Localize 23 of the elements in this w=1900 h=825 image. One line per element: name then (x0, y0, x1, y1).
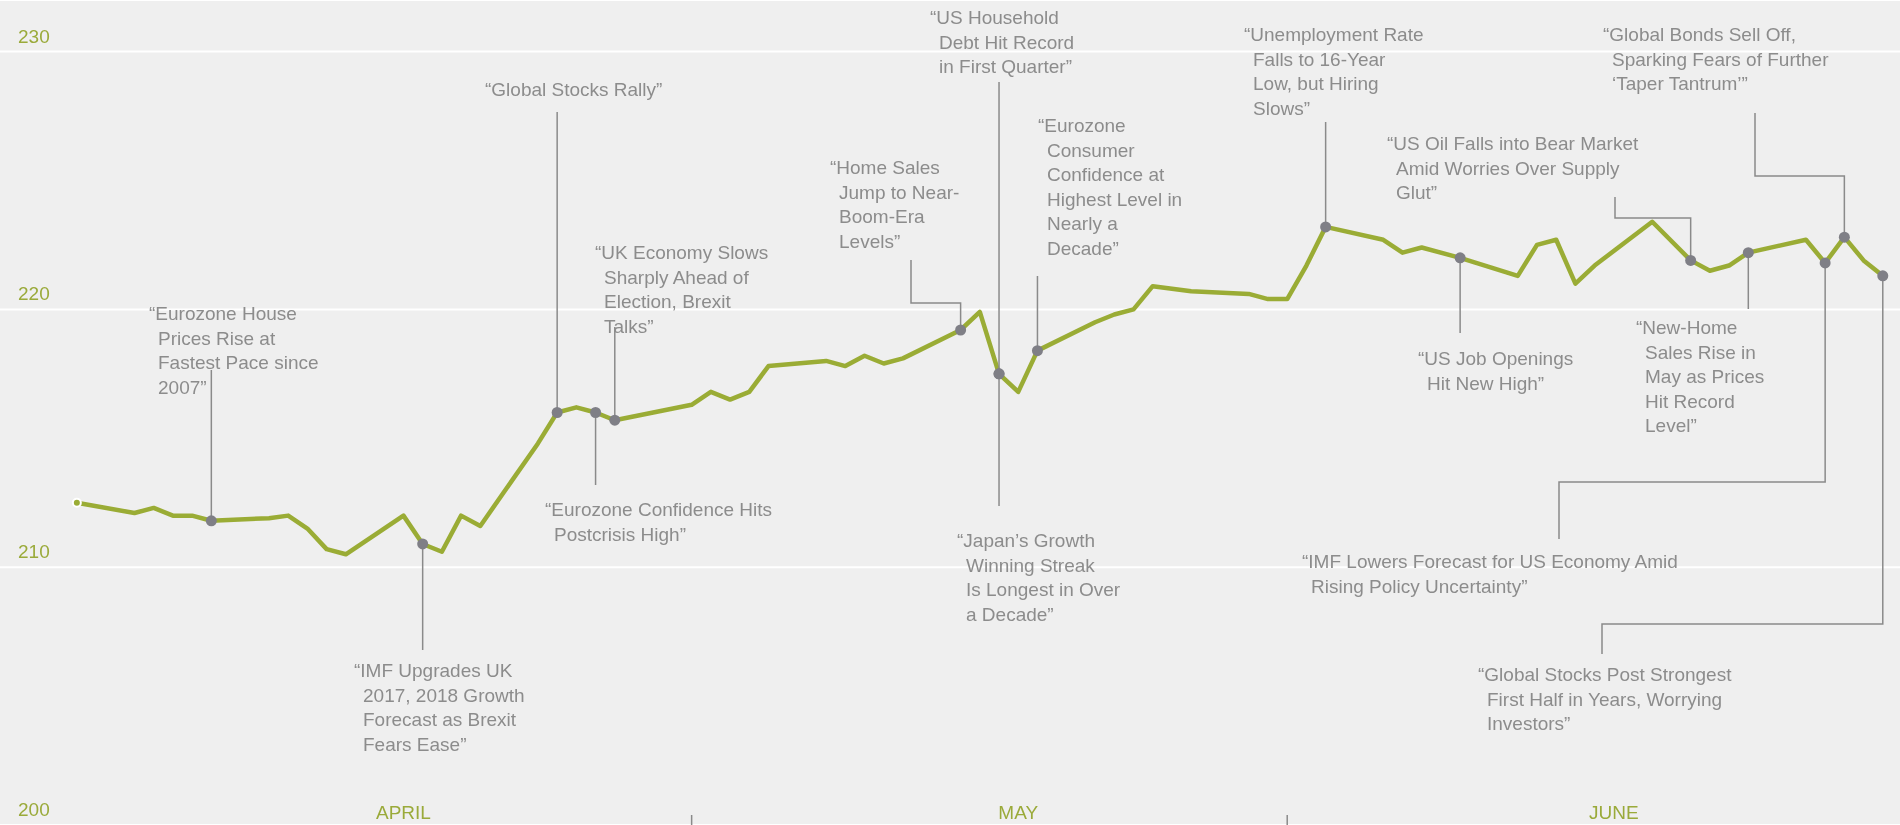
annotation: “Eurozone Confidence Hits Postcrisis High” (545, 499, 773, 545)
annotation: “UK Economy Slows Sharply Ahead of Election, Brexit Talks” (595, 242, 769, 337)
annotation: “Global Stocks Post Strongest First Half in Years, Worrying Investors” (1478, 664, 1733, 734)
annotation: “Unemployment Rate Falls to 16-Year Low, but Hiring Slows” (1244, 24, 1424, 119)
x-tick-label: MAY (998, 802, 1039, 823)
annotation: “US Job Openings Hit New High” (1418, 348, 1574, 394)
annotation: “Global Bonds Sell Off, Sparking Fears of Further ‘Taper Tantrum’” (1603, 24, 1830, 94)
annotation: “IMF Lowers Forecast for US Economy Amid Rising Policy Uncertainty” (1302, 551, 1678, 597)
annotation: “IMF Upgrades UK 2017, 2018 Growth Forecast as Brexit Fears Ease” (354, 660, 525, 755)
annotation: “US Oil Falls into Bear Market Amid Worries Over Supply Glut” (1387, 133, 1640, 203)
y-tick-label: 220 (18, 283, 50, 305)
annotation: “US Household Debt Hit Record in First Quarter” (930, 7, 1075, 77)
y-tick-label: 200 (18, 799, 50, 820)
annotation: “Eurozone House Prices Rise at Fastest Pace since 2007” (149, 303, 319, 398)
x-tick-label: APRIL (375, 802, 431, 823)
annotation: “Japan’s Growth Winning Streak Is Longest in Over a Decade” (957, 530, 1121, 625)
annotation: “Home Sales Jump to Near-Boom-Era Levels” (830, 157, 960, 252)
annotation: “Global Stocks Rally” (485, 79, 663, 100)
x-tick-label: JUNE (1589, 802, 1639, 823)
annotation: “New-Home Sales Rise in May as Prices Hit Record Level” (1636, 317, 1765, 436)
annotation: “Eurozone Consumer Confidence at Highest Level in Nearly a Decade” (1038, 115, 1183, 259)
y-tick-label: 210 (18, 541, 50, 563)
y-tick-label: 230 (18, 25, 50, 47)
